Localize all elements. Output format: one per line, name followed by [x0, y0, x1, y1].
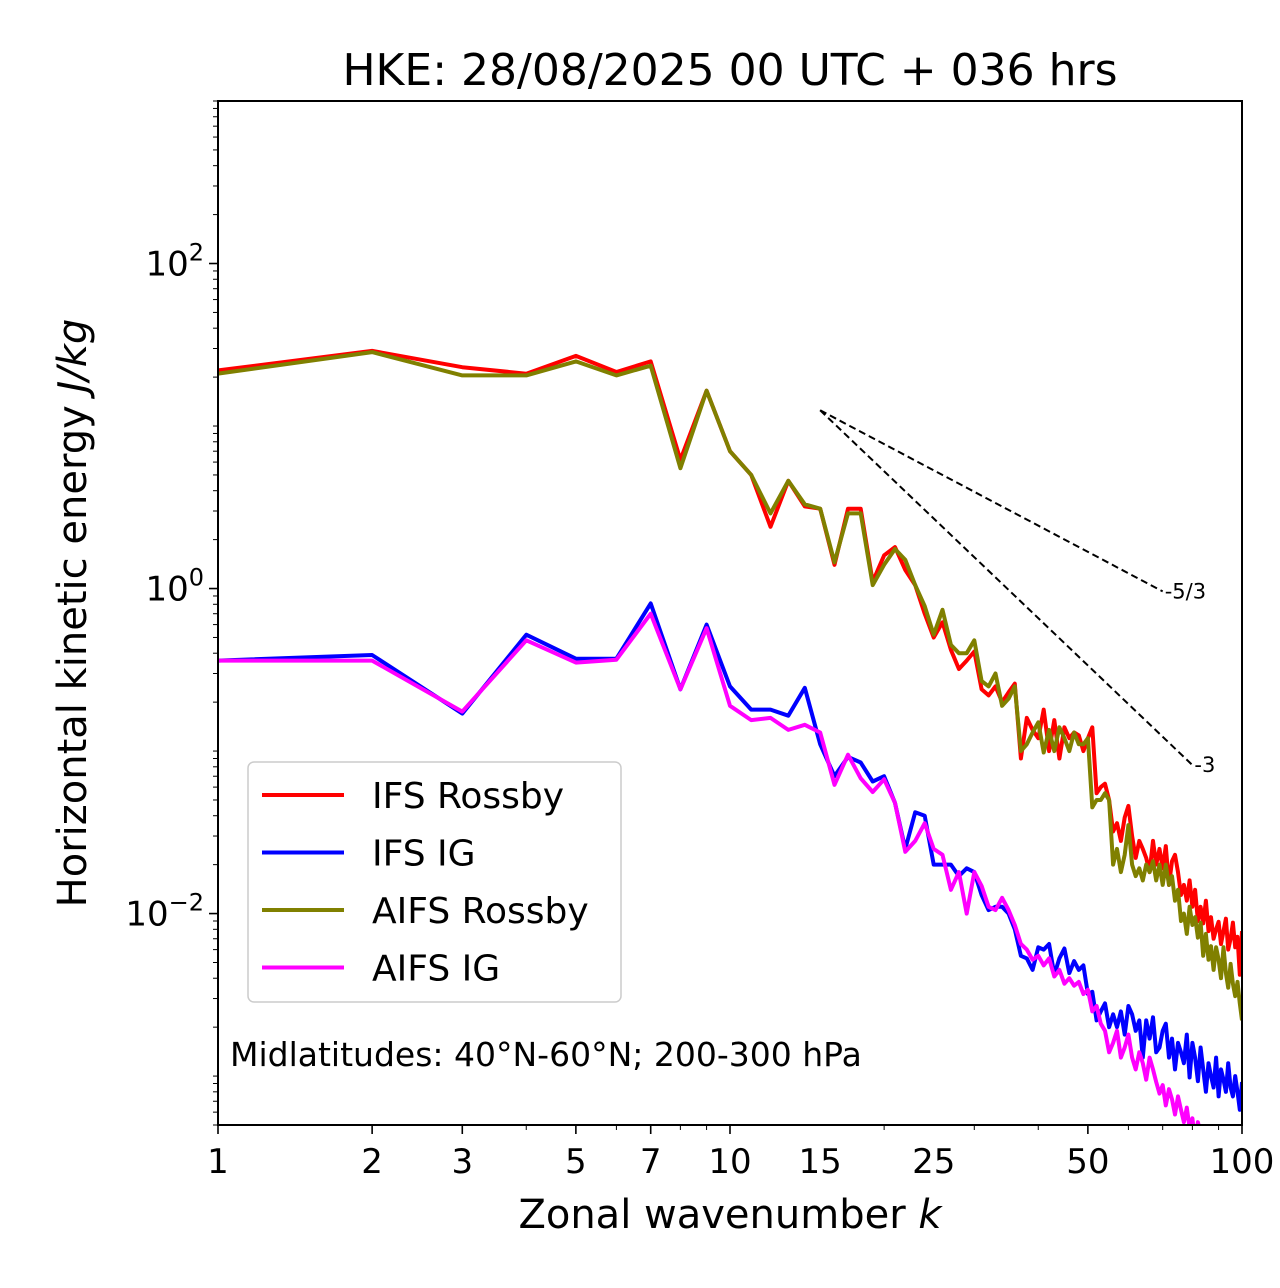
reference-line: [819, 409, 1164, 593]
region-annotation: Midlatitudes: 40°N-60°N; 200-300 hPa: [230, 1035, 862, 1074]
chart-title: HKE: 28/08/2025 00 UTC + 036 hrs: [342, 45, 1117, 96]
x-tick-label: 2: [361, 1142, 383, 1182]
x-tick-label: 15: [799, 1142, 842, 1182]
legend-label: AIFS IG: [372, 949, 500, 990]
series-line-aifs-ig: [218, 611, 1201, 1125]
reference-line-label: -3: [1194, 753, 1215, 777]
y-axis-label-text: Horizontal kinetic energy: [50, 405, 96, 907]
reference-line: [819, 409, 1194, 766]
x-tick-label: 1: [207, 1142, 229, 1182]
y-axis: 102 100 10−2: [125, 100, 218, 1126]
series-lines: [218, 348, 1242, 1125]
y-axis-label: Horizontal kinetic energy J/kg: [50, 319, 96, 908]
series-line-aifs-rossby: [218, 350, 1242, 1021]
legend-label: IFS IG: [372, 834, 476, 875]
x-axis: 1 2 3 5 7 10 15 25 50 100: [207, 1125, 1274, 1182]
x-tick-label: 10: [708, 1142, 751, 1182]
x-tick-label: 50: [1066, 1142, 1109, 1182]
x-tick-label: 100: [1210, 1142, 1275, 1182]
x-tick-label: 3: [451, 1142, 473, 1182]
reference-line-label: -5/3: [1165, 579, 1206, 603]
x-tick-label: 5: [565, 1142, 587, 1182]
legend-label: IFS Rossby: [372, 776, 564, 817]
reference-slopes: -5/3 -3: [819, 409, 1215, 777]
series-line-ifs-rossby: [218, 348, 1242, 977]
legend-label: AIFS Rossby: [372, 891, 589, 932]
x-axis-label: Zonal wavenumber k: [518, 1192, 943, 1238]
y-tick-label: 100: [145, 564, 204, 610]
x-axis-label-text: Zonal wavenumber: [518, 1192, 906, 1238]
y-axis-label-unit: J/kg: [50, 319, 96, 400]
y-tick-label: 102: [145, 239, 204, 285]
x-tick-label: 7: [640, 1142, 662, 1182]
x-axis-label-var: k: [918, 1192, 943, 1238]
legend: IFS Rossby IFS IG AIFS Rossby AIFS IG: [247, 761, 622, 1003]
x-tick-label: 25: [912, 1142, 955, 1182]
y-tick-label: 10−2: [125, 889, 204, 935]
legend-box: [247, 761, 622, 1003]
